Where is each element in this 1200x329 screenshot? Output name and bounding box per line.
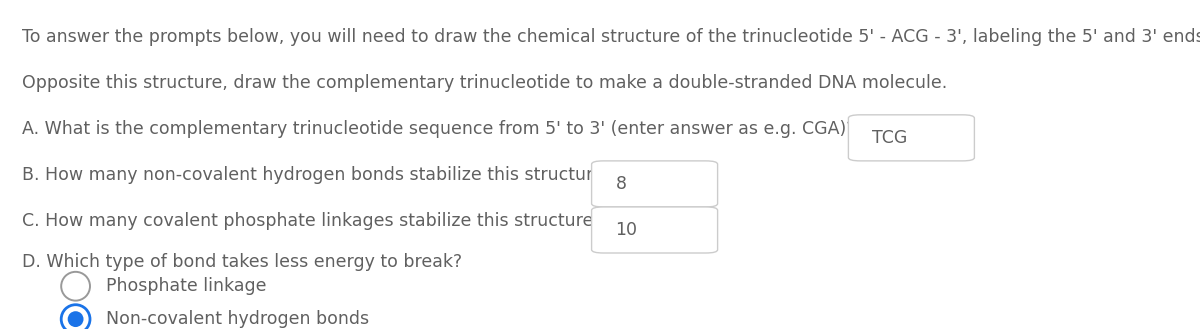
FancyBboxPatch shape xyxy=(592,161,718,207)
Text: C. How many covalent phosphate linkages stabilize this structure?: C. How many covalent phosphate linkages … xyxy=(22,212,602,230)
Text: 8: 8 xyxy=(616,175,626,193)
Text: D. Which type of bond takes less energy to break?: D. Which type of bond takes less energy … xyxy=(22,253,462,271)
Text: TCG: TCG xyxy=(872,129,907,147)
Text: A. What is the complementary trinucleotide sequence from 5' to 3' (enter answer : A. What is the complementary trinucleoti… xyxy=(22,120,854,138)
Ellipse shape xyxy=(61,272,90,301)
Text: To answer the prompts below, you will need to draw the chemical structure of the: To answer the prompts below, you will ne… xyxy=(22,28,1200,46)
Text: Opposite this structure, draw the complementary trinucleotide to make a double-s: Opposite this structure, draw the comple… xyxy=(22,74,947,92)
Text: B. How many non-covalent hydrogen bonds stabilize this structure?: B. How many non-covalent hydrogen bonds … xyxy=(22,166,612,184)
FancyBboxPatch shape xyxy=(592,207,718,253)
Text: Non-covalent hydrogen bonds: Non-covalent hydrogen bonds xyxy=(106,310,368,328)
Text: Phosphate linkage: Phosphate linkage xyxy=(106,277,266,295)
Ellipse shape xyxy=(61,305,90,329)
Ellipse shape xyxy=(67,311,84,327)
Text: 10: 10 xyxy=(616,221,637,239)
FancyBboxPatch shape xyxy=(848,115,974,161)
